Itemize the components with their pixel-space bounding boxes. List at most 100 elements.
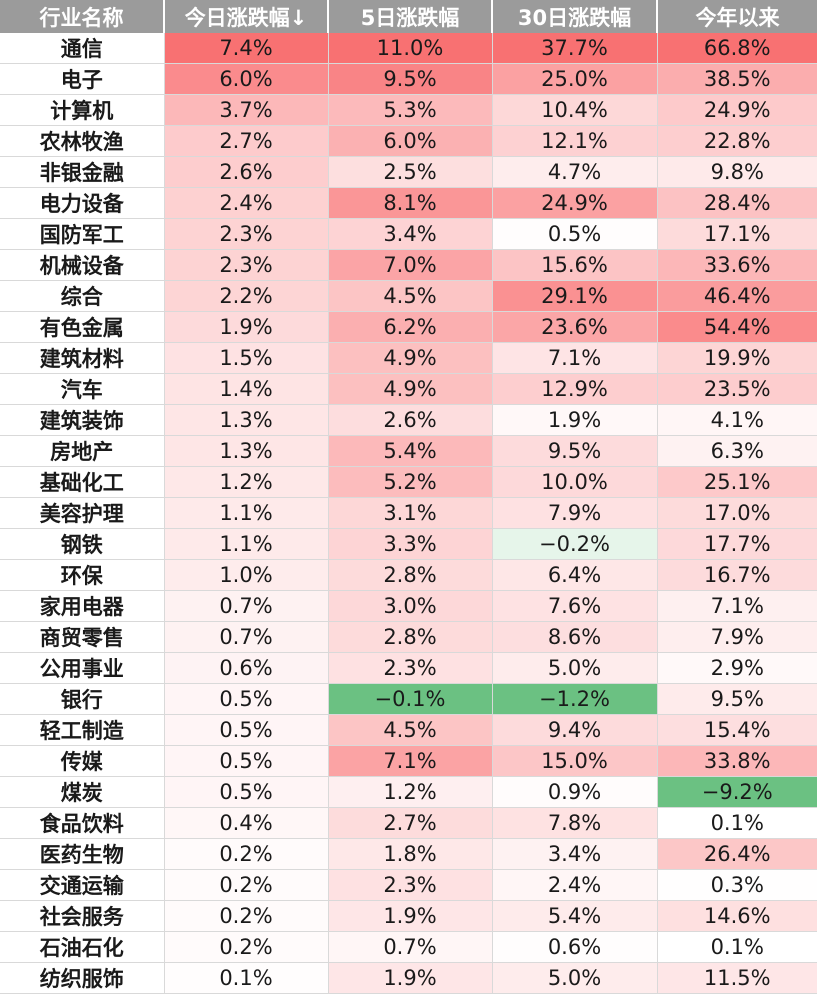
table-body: 通信 7.4% 11.0% 37.7% 66.8% 电子 6.0% 9.5% 25.0% 38.5…: [0, 33, 817, 994]
d30-change-cell: 12.9%: [492, 373, 658, 405]
d5-change-cell: 2.3%: [328, 869, 493, 901]
d30-change-cell: 6.4%: [492, 559, 658, 591]
d5-change-cell: 2.5%: [328, 156, 493, 188]
d30-change-cell: 7.6%: [492, 590, 658, 622]
ytd-change-cell: 66.8%: [657, 33, 817, 64]
table-row: 建筑材料 1.5% 4.9% 7.1% 19.9%: [0, 342, 817, 374]
industry-name-cell: 社会服务: [0, 900, 165, 932]
ytd-change-cell: 14.6%: [657, 900, 817, 932]
d30-change-cell: 5.4%: [492, 900, 658, 932]
today-change-cell: 1.9%: [164, 311, 329, 343]
today-change-cell: 1.1%: [164, 528, 329, 560]
today-change-cell: 1.0%: [164, 559, 329, 591]
industry-name-cell: 银行: [0, 683, 165, 715]
d5-change-cell: 11.0%: [328, 33, 493, 64]
d5-change-cell: 2.7%: [328, 807, 493, 839]
table-row: 交通运输 0.2% 2.3% 2.4% 0.3%: [0, 869, 817, 901]
d5-change-cell: 2.6%: [328, 404, 493, 436]
today-change-cell: 1.3%: [164, 404, 329, 436]
d5-change-cell: −0.1%: [328, 683, 493, 715]
ytd-change-cell: 33.8%: [657, 745, 817, 777]
d30-change-cell: 37.7%: [492, 33, 658, 64]
today-change-cell: 0.2%: [164, 869, 329, 901]
d30-change-cell: 0.9%: [492, 776, 658, 808]
today-change-cell: 6.0%: [164, 63, 329, 95]
today-change-cell: 0.5%: [164, 714, 329, 746]
today-change-cell: 0.2%: [164, 931, 329, 963]
industry-name-cell: 美容护理: [0, 497, 165, 529]
d30-change-cell: −0.2%: [492, 528, 658, 560]
d30-change-cell: 9.5%: [492, 435, 658, 467]
table-row: 环保 1.0% 2.8% 6.4% 16.7%: [0, 559, 817, 591]
d30-change-cell: 7.8%: [492, 807, 658, 839]
today-change-cell: 1.1%: [164, 497, 329, 529]
d5-change-cell: 1.9%: [328, 962, 493, 994]
table-row: 综合 2.2% 4.5% 29.1% 46.4%: [0, 280, 817, 312]
d30-change-cell: 3.4%: [492, 838, 658, 870]
d5-change-cell: 7.1%: [328, 745, 493, 777]
today-change-cell: 2.3%: [164, 218, 329, 250]
d5-change-cell: 1.2%: [328, 776, 493, 808]
table-row: 石油石化 0.2% 0.7% 0.6% 0.1%: [0, 931, 817, 963]
table-row: 社会服务 0.2% 1.9% 5.4% 14.6%: [0, 900, 817, 932]
d5-change-cell: 5.4%: [328, 435, 493, 467]
today-change-cell: 0.2%: [164, 900, 329, 932]
industry-name-cell: 房地产: [0, 435, 165, 467]
d5-change-cell: 0.7%: [328, 931, 493, 963]
industry-name-cell: 机械设备: [0, 249, 165, 281]
d30-change-cell: 5.0%: [492, 962, 658, 994]
d30-change-cell: 8.6%: [492, 621, 658, 653]
industry-name-cell: 非银金融: [0, 156, 165, 188]
d5-change-cell: 5.2%: [328, 466, 493, 498]
table-row: 煤炭 0.5% 1.2% 0.9% −9.2%: [0, 776, 817, 808]
industry-name-cell: 交通运输: [0, 869, 165, 901]
ytd-change-cell: 19.9%: [657, 342, 817, 374]
d5-change-cell: 6.2%: [328, 311, 493, 343]
industry-name-cell: 基础化工: [0, 466, 165, 498]
header-5day-change[interactable]: 5日涨跌幅: [328, 0, 493, 33]
today-change-cell: 0.2%: [164, 838, 329, 870]
header-industry-name[interactable]: 行业名称: [0, 0, 165, 33]
ytd-change-cell: 6.3%: [657, 435, 817, 467]
table-row: 商贸零售 0.7% 2.8% 8.6% 7.9%: [0, 621, 817, 653]
d30-change-cell: 1.9%: [492, 404, 658, 436]
ytd-change-cell: 24.9%: [657, 94, 817, 126]
ytd-change-cell: 28.4%: [657, 187, 817, 219]
industry-name-cell: 综合: [0, 280, 165, 312]
table-row: 基础化工 1.2% 5.2% 10.0% 25.1%: [0, 466, 817, 498]
ytd-change-cell: 23.5%: [657, 373, 817, 405]
table-row: 电力设备 2.4% 8.1% 24.9% 28.4%: [0, 187, 817, 219]
header-ytd-change[interactable]: 今年以来: [657, 0, 817, 33]
header-30day-change[interactable]: 30日涨跌幅: [492, 0, 658, 33]
d30-change-cell: 10.0%: [492, 466, 658, 498]
ytd-change-cell: 17.1%: [657, 218, 817, 250]
d30-change-cell: 5.0%: [492, 652, 658, 684]
d30-change-cell: 15.0%: [492, 745, 658, 777]
d5-change-cell: 2.8%: [328, 621, 493, 653]
d5-change-cell: 4.5%: [328, 714, 493, 746]
industry-name-cell: 轻工制造: [0, 714, 165, 746]
today-change-cell: 0.5%: [164, 683, 329, 715]
today-change-cell: 2.6%: [164, 156, 329, 188]
today-change-cell: 1.3%: [164, 435, 329, 467]
table-row: 机械设备 2.3% 7.0% 15.6% 33.6%: [0, 249, 817, 281]
industry-name-cell: 传媒: [0, 745, 165, 777]
ytd-change-cell: 26.4%: [657, 838, 817, 870]
header-today-change[interactable]: 今日涨跌幅↓: [164, 0, 329, 33]
d30-change-cell: 0.5%: [492, 218, 658, 250]
table-row: 钢铁 1.1% 3.3% −0.2% 17.7%: [0, 528, 817, 560]
ytd-change-cell: −9.2%: [657, 776, 817, 808]
industry-name-cell: 公用事业: [0, 652, 165, 684]
industry-name-cell: 通信: [0, 33, 165, 64]
today-change-cell: 0.5%: [164, 745, 329, 777]
d30-change-cell: 7.1%: [492, 342, 658, 374]
d5-change-cell: 4.5%: [328, 280, 493, 312]
today-change-cell: 0.7%: [164, 590, 329, 622]
ytd-change-cell: 17.7%: [657, 528, 817, 560]
d5-change-cell: 9.5%: [328, 63, 493, 95]
today-change-cell: 1.4%: [164, 373, 329, 405]
ytd-change-cell: 0.3%: [657, 869, 817, 901]
table-row: 非银金融 2.6% 2.5% 4.7% 9.8%: [0, 156, 817, 188]
d30-change-cell: 0.6%: [492, 931, 658, 963]
